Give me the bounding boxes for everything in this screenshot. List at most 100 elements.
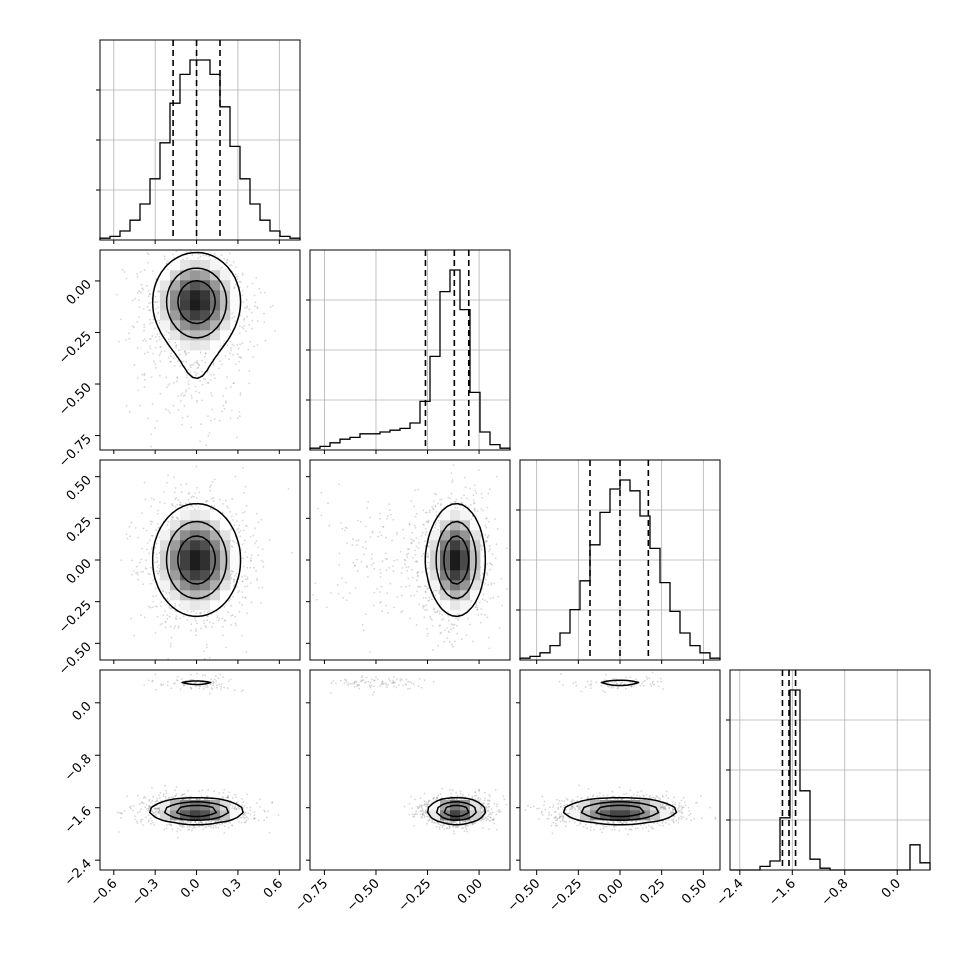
scatter-point <box>506 588 509 590</box>
scatter-point <box>131 559 134 562</box>
scatter-point <box>328 524 331 527</box>
scatter-point <box>396 596 399 598</box>
scatter-point <box>211 682 214 685</box>
scatter-point <box>264 339 267 342</box>
scatter-point <box>487 534 490 537</box>
scatter-point <box>456 624 458 627</box>
scatter-point <box>246 612 248 614</box>
scatter-point <box>195 612 198 614</box>
scatter-point <box>249 559 252 562</box>
scatter-point <box>149 241 151 243</box>
scatter-point <box>228 252 231 255</box>
scatter-point <box>163 490 165 493</box>
scatter-point <box>432 590 435 592</box>
scatter-point <box>414 560 417 563</box>
scatter-point <box>249 813 252 816</box>
scatter-point <box>389 509 391 511</box>
scatter-point <box>461 501 463 504</box>
scatter-point <box>147 289 150 292</box>
scatter-point <box>234 615 237 618</box>
scatter-point <box>409 617 411 620</box>
scatter-point <box>147 417 149 420</box>
scatter-point <box>244 585 246 588</box>
scatter-point <box>143 326 146 328</box>
scatter-point <box>138 299 140 302</box>
scatter-point <box>245 819 248 822</box>
scatter-point <box>212 500 215 502</box>
scatter-point <box>144 816 147 819</box>
scatter-point <box>489 568 492 571</box>
scatter-point <box>174 341 177 344</box>
scatter-point <box>200 627 202 630</box>
scatter-point <box>251 319 254 322</box>
scatter-point <box>209 507 212 510</box>
scatter-point <box>177 409 180 411</box>
density-cell <box>160 280 171 291</box>
scatter-point <box>228 791 230 794</box>
scatter-point <box>428 546 431 548</box>
scatter-point <box>337 593 340 595</box>
scatter-point <box>170 516 173 519</box>
scatter-point <box>237 347 240 350</box>
scatter-point <box>400 611 402 614</box>
scatter-point <box>170 360 172 363</box>
scatter-point <box>130 807 132 810</box>
scatter-point <box>380 585 383 588</box>
scatter-point <box>411 531 413 534</box>
scatter-point <box>239 356 242 358</box>
scatter-point <box>452 627 455 629</box>
scatter-point <box>148 573 151 576</box>
scatter-point <box>188 825 191 828</box>
scatter-point <box>414 549 416 552</box>
scatter-point <box>154 801 157 803</box>
density-cell <box>200 300 211 311</box>
scatter-point <box>154 546 156 549</box>
scatter-point <box>143 616 146 619</box>
scatter-point <box>432 649 434 651</box>
scatter-point <box>431 598 433 601</box>
scatter-point <box>174 602 176 605</box>
scatter-point <box>243 318 246 320</box>
scatter-point <box>414 489 416 491</box>
scatter-point <box>173 627 176 630</box>
scatter-point <box>425 585 427 588</box>
density-cell <box>170 280 181 291</box>
scatter-point <box>452 645 454 648</box>
scatter-point <box>410 538 413 541</box>
scatter-point <box>196 367 198 369</box>
scatter-point <box>258 287 261 290</box>
scatter-point <box>452 464 455 467</box>
scatter-point <box>155 308 158 310</box>
scatter-point <box>140 571 143 573</box>
scatter-point <box>142 288 145 291</box>
density-cell <box>430 530 441 541</box>
scatter-point <box>434 505 437 507</box>
scatter-point <box>200 821 202 823</box>
scatter-point <box>236 801 238 804</box>
scatter-point <box>456 507 459 509</box>
scatter-point <box>245 505 248 507</box>
scatter-point <box>143 684 146 686</box>
scatter-point <box>159 346 162 348</box>
scatter-point <box>149 520 152 523</box>
scatter-point <box>180 483 182 486</box>
scatter-point <box>223 407 226 410</box>
scatter-point <box>151 402 154 405</box>
scatter-point <box>259 798 261 801</box>
scatter-point <box>151 819 153 822</box>
density-cell <box>460 510 471 521</box>
scatter-point <box>427 587 430 590</box>
scatter-point <box>145 567 148 570</box>
contour-line <box>151 251 242 380</box>
scatter-point <box>165 798 167 800</box>
scatter-point <box>214 258 217 261</box>
scatter-point <box>235 807 238 810</box>
scatter-point <box>242 816 245 818</box>
scatter-point <box>469 623 471 626</box>
scatter-point <box>144 567 147 569</box>
scatter-point <box>158 811 160 814</box>
scatter-point <box>217 619 220 622</box>
scatter-point <box>235 266 237 269</box>
scatter-point <box>148 293 151 296</box>
scatter-point <box>233 808 236 811</box>
